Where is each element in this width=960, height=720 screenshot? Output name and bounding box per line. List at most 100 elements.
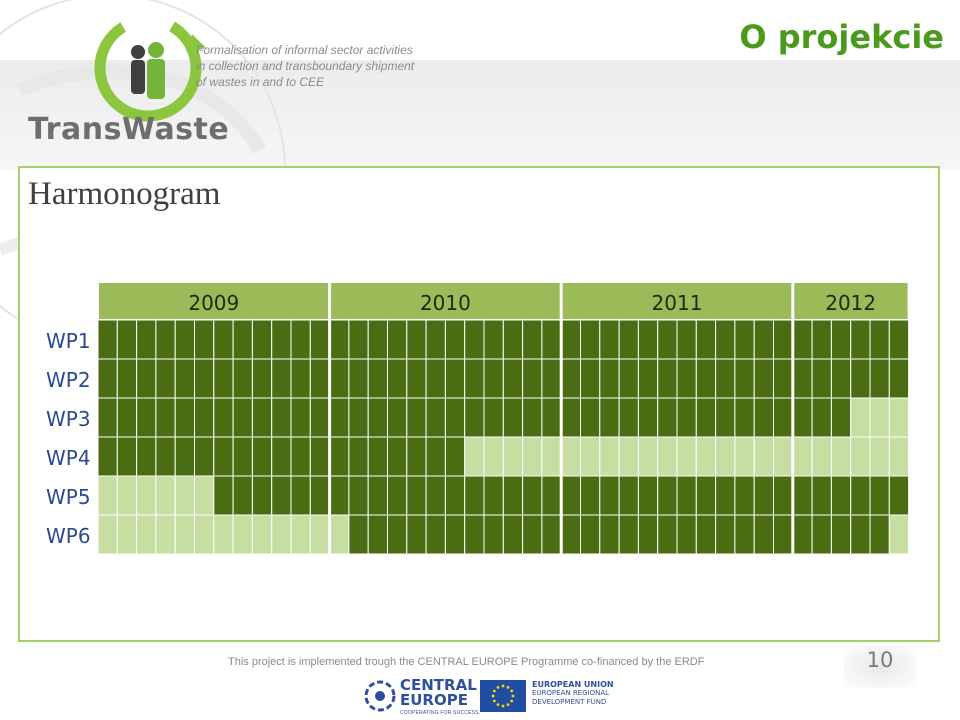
tagline: Formalisation of informal sector activit… <box>196 42 456 90</box>
footer-note: This project is implemented trough the C… <box>228 656 705 668</box>
eu-star-icon <box>492 699 496 703</box>
active-month-cell <box>773 358 794 399</box>
active-month-cell <box>888 358 910 399</box>
active-month-cell <box>464 397 485 438</box>
active-month-cell <box>811 358 832 399</box>
active-month-cell <box>213 436 234 477</box>
inactive-month-cell <box>560 436 582 477</box>
active-month-cell <box>657 475 678 516</box>
active-month-cell <box>425 319 446 360</box>
active-month-cell <box>406 436 427 477</box>
active-month-cell <box>97 319 118 360</box>
active-month-cell <box>232 436 253 477</box>
active-month-cell <box>637 514 659 555</box>
active-month-cell <box>329 358 350 399</box>
active-month-cell <box>271 475 292 516</box>
active-month-cell <box>695 319 717 360</box>
active-month-cell <box>309 475 331 516</box>
inactive-month-cell <box>676 436 697 477</box>
active-month-cell <box>811 475 832 516</box>
inactive-month-cell <box>888 397 910 438</box>
active-month-cell <box>194 319 215 360</box>
eu-star-icon <box>496 685 500 689</box>
tagline-line: in collection and transboundary shipment <box>196 59 415 73</box>
active-month-cell <box>715 358 736 399</box>
active-month-cell <box>850 358 871 399</box>
ce-line: CENTRAL <box>400 676 477 694</box>
active-month-cell <box>232 475 253 516</box>
active-month-cell <box>251 358 273 399</box>
active-month-cell <box>580 358 601 399</box>
active-month-cell <box>522 397 543 438</box>
active-month-cell <box>251 436 273 477</box>
active-month-cell <box>695 514 717 555</box>
active-month-cell <box>599 397 620 438</box>
active-month-cell <box>271 358 292 399</box>
active-month-cell <box>290 475 311 516</box>
active-month-cell <box>580 319 601 360</box>
active-month-cell <box>271 436 292 477</box>
inactive-month-cell <box>464 436 485 477</box>
active-month-cell <box>618 358 639 399</box>
active-month-cell <box>850 319 871 360</box>
active-month-cell <box>560 397 582 438</box>
active-month-cell <box>599 514 620 555</box>
active-month-cell <box>734 475 755 516</box>
inactive-month-cell <box>174 514 195 555</box>
eu-fund-text: EUROPEAN UNION EUROPEAN REGIONAL DEVELOP… <box>532 680 614 707</box>
active-month-cell <box>309 358 331 399</box>
inactive-month-cell <box>541 436 562 477</box>
inactive-month-cell <box>888 514 910 555</box>
active-month-cell <box>464 475 485 516</box>
active-month-cell <box>734 358 755 399</box>
active-month-cell <box>676 514 697 555</box>
inactive-month-cell <box>97 475 118 516</box>
active-month-cell <box>734 397 755 438</box>
page-number-box <box>844 646 916 688</box>
inactive-month-cell <box>136 514 157 555</box>
active-month-cell <box>792 358 813 399</box>
row-label: WP5 <box>46 485 91 509</box>
inactive-month-cell <box>155 514 176 555</box>
active-month-cell <box>97 436 118 477</box>
active-month-cell <box>792 397 813 438</box>
eu-star-icon <box>511 694 515 698</box>
active-month-cell <box>637 358 659 399</box>
active-month-cell <box>174 319 195 360</box>
active-month-cell <box>116 397 138 438</box>
active-month-cell <box>522 475 543 516</box>
inactive-month-cell <box>271 514 292 555</box>
eu-flag-icon <box>480 680 526 712</box>
active-month-cell <box>753 514 775 555</box>
active-month-cell <box>599 319 620 360</box>
inactive-month-cell <box>850 397 871 438</box>
active-month-cell <box>348 475 369 516</box>
active-month-cell <box>464 358 485 399</box>
active-month-cell <box>522 514 543 555</box>
inactive-month-cell <box>734 436 755 477</box>
active-month-cell <box>618 397 639 438</box>
active-month-cell <box>116 358 138 399</box>
inactive-month-cell <box>850 436 871 477</box>
active-month-cell <box>251 397 273 438</box>
active-month-cell <box>715 514 736 555</box>
inactive-month-cell <box>136 475 157 516</box>
active-month-cell <box>425 397 446 438</box>
active-month-cell <box>97 397 118 438</box>
eu-star-icon <box>510 689 514 693</box>
active-month-cell <box>522 358 543 399</box>
eu-star-icon <box>501 684 505 688</box>
inactive-month-cell <box>213 514 234 555</box>
active-month-cell <box>136 397 157 438</box>
active-month-cell <box>116 436 138 477</box>
tagline-line: Formalisation of informal sector activit… <box>196 43 413 57</box>
year-label: 2009 <box>188 291 239 315</box>
active-month-cell <box>387 514 408 555</box>
active-month-cell <box>444 436 466 477</box>
active-month-cell <box>387 319 408 360</box>
active-month-cell <box>174 358 195 399</box>
active-month-cell <box>541 475 562 516</box>
inactive-month-cell <box>695 436 717 477</box>
active-month-cell <box>792 514 813 555</box>
